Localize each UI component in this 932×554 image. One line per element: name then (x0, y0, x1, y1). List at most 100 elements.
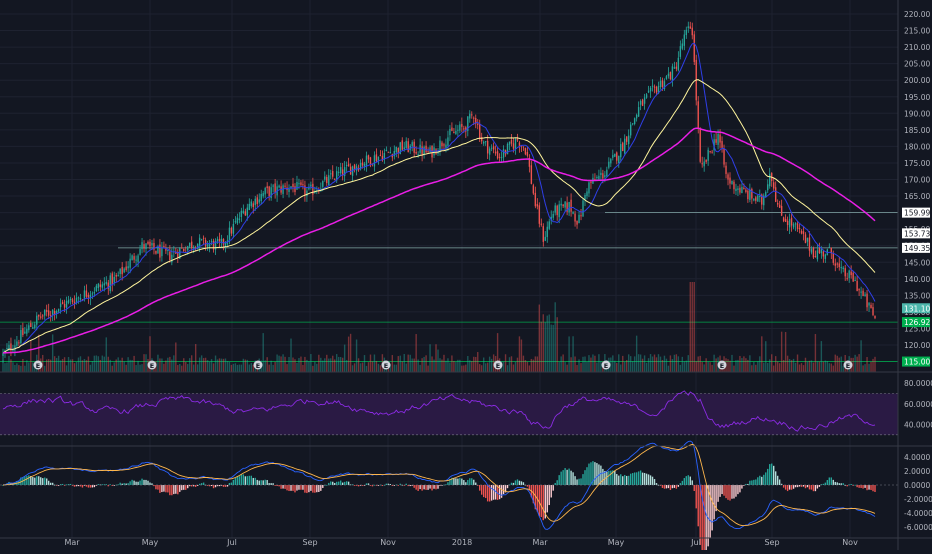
candle-body-245 (488, 148, 491, 155)
volume-bar-206 (411, 358, 413, 372)
volume-bar-141 (282, 354, 284, 372)
candle-body-73 (147, 241, 149, 244)
volume-bar-197 (393, 364, 396, 372)
volume-bar-334 (665, 358, 668, 372)
x-tick-label-8: Jul (690, 538, 701, 547)
macd-hist-bar-380 (757, 477, 759, 485)
candle-body-225 (449, 128, 451, 136)
macd-hist-bar-79 (159, 485, 161, 493)
candle-body-378 (753, 199, 755, 201)
rsi-tick-label-2: 40.0000 (904, 421, 932, 430)
candle-body-432 (860, 291, 862, 293)
candle-body-429 (854, 280, 856, 282)
candle-body-284 (566, 202, 568, 212)
candle-body-329 (655, 86, 658, 93)
macd-hist-bar-277 (552, 485, 554, 491)
candle-body-347 (691, 27, 693, 36)
macd-hist-bar-17 (36, 476, 38, 485)
macd-hist-bar-249 (496, 485, 499, 500)
volume-bar-153 (306, 359, 308, 372)
candle-body-197 (393, 151, 396, 157)
candle-body-326 (649, 87, 652, 92)
candle-body-423 (842, 267, 844, 270)
candle-body-419 (834, 263, 836, 266)
candle-body-70 (141, 242, 143, 250)
candle-body-132 (264, 188, 266, 195)
volume-bar-165 (330, 358, 332, 372)
volume-bar-264 (526, 361, 529, 372)
candle-body-181 (361, 162, 364, 166)
volume-bar-289 (576, 365, 578, 372)
price-tick-label-3: 205.00 (904, 60, 930, 69)
volume-bar-407 (810, 360, 813, 372)
candle-body-292 (582, 200, 584, 217)
candle-body-381 (759, 196, 761, 198)
volume-bar-95 (191, 355, 193, 372)
price-tick-label-4: 200.00 (904, 76, 930, 85)
volume-bar-183 (365, 365, 368, 372)
candle-body-266 (530, 165, 533, 184)
candle-body-174 (347, 163, 350, 167)
macd-hist-bar-119 (238, 476, 241, 485)
candle-body-171 (341, 169, 344, 176)
candle-body-173 (345, 164, 348, 166)
macd-hist-bar-145 (290, 485, 292, 491)
macd-hist-bar-15 (32, 477, 34, 485)
candle-body-340 (677, 57, 680, 71)
volume-bar-35 (71, 359, 74, 372)
candle-body-276 (550, 216, 552, 221)
volume-bar-433 (862, 365, 864, 372)
volume-bar-327 (651, 356, 654, 372)
macd-hist-bar-328 (653, 479, 656, 485)
volume-bar-101 (202, 358, 205, 372)
volume-bar-273 (544, 322, 546, 372)
macd-hist-bar-130 (260, 480, 262, 485)
volume-bar-384 (765, 341, 767, 372)
candle-body-99 (198, 237, 201, 246)
volume-bar-185 (369, 354, 372, 372)
candle-body-375 (747, 190, 749, 200)
candle-body-152 (304, 185, 306, 196)
volume-bar-45 (91, 361, 94, 372)
volume-bar-387 (771, 354, 773, 372)
macd-hist-bar-271 (540, 485, 542, 517)
macd-hist-bar-93 (187, 485, 189, 489)
macd-hist-bar-21 (44, 477, 46, 485)
candle-body-312 (622, 142, 624, 152)
candle-body-314 (626, 136, 628, 142)
volume-bar-4 (10, 359, 12, 372)
volume-bar-356 (709, 362, 711, 372)
candle-body-74 (149, 241, 151, 247)
candle-body-281 (560, 203, 562, 206)
macd-hist-bar-379 (755, 479, 757, 485)
volume-bar-154 (308, 361, 310, 372)
candle-body-395 (786, 220, 789, 226)
volume-bar-311 (620, 364, 622, 372)
macd-hist-bar-337 (671, 485, 674, 489)
candle-body-125 (250, 201, 252, 207)
candle-body-437 (870, 304, 872, 309)
candle-body-101 (202, 237, 205, 239)
volume-bar-395 (786, 355, 789, 372)
candle-body-232 (463, 128, 465, 130)
macd-hist-bar-333 (663, 485, 666, 489)
volume-bar-332 (661, 359, 664, 372)
candle-body-363 (723, 148, 725, 165)
candle-body-336 (669, 72, 672, 80)
price-label-0: 159.99 (904, 209, 930, 218)
macd-hist-bar-416 (828, 477, 831, 485)
volume-bar-409 (814, 334, 817, 372)
volume-bar-396 (788, 359, 791, 372)
candle-body-337 (671, 66, 674, 81)
volume-bar-315 (627, 354, 630, 372)
volume-bar-187 (373, 354, 376, 372)
candle-body-248 (494, 151, 497, 154)
candle-body-433 (862, 290, 864, 296)
candle-body-51 (103, 283, 105, 286)
volume-bar-46 (93, 355, 96, 372)
volume-bar-84 (169, 356, 171, 372)
candle-body-128 (256, 197, 258, 204)
volume-bar-100 (200, 355, 203, 372)
volume-bar-12 (26, 360, 28, 372)
macd-hist-bar-285 (568, 468, 570, 485)
